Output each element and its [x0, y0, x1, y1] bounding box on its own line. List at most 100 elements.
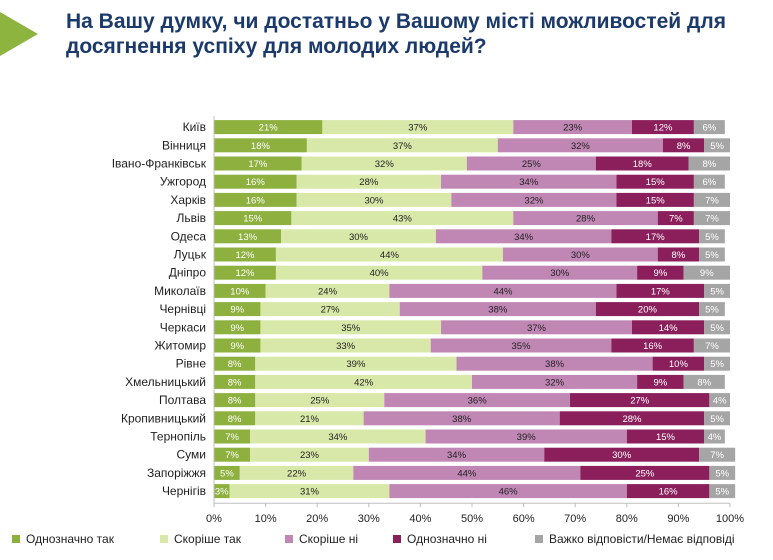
bar-segment: [255, 411, 364, 426]
bar-segment: [704, 283, 730, 298]
data-label: 22%: [287, 468, 307, 479]
data-label: 38%: [545, 359, 565, 370]
category-label: Харків: [170, 193, 206, 207]
data-label: 35%: [341, 323, 361, 334]
data-label: 18%: [251, 141, 271, 152]
data-label: 7%: [705, 195, 719, 206]
data-label: 34%: [519, 177, 539, 188]
data-label: 42%: [354, 377, 374, 388]
bar-segment: [683, 374, 725, 389]
data-label: 9%: [653, 268, 667, 279]
bar-segment: [631, 320, 705, 335]
bar-segment: [260, 338, 431, 353]
bar-segment: [296, 192, 452, 207]
data-label: 43%: [393, 214, 413, 225]
data-label: 21%: [300, 414, 320, 425]
bar-segment: [637, 265, 684, 280]
x-tick-label: 60%: [513, 513, 535, 525]
data-label: 16%: [643, 341, 663, 352]
bar-segment: [709, 465, 736, 480]
data-label: 5%: [715, 487, 729, 498]
bar-segment: [626, 429, 705, 444]
data-label: 17%: [248, 159, 268, 170]
data-label: 3%: [215, 487, 229, 498]
data-label: 25%: [635, 468, 655, 479]
data-label: 37%: [408, 123, 428, 134]
category-label: Львів: [176, 211, 206, 225]
data-label: 5%: [220, 468, 234, 479]
bar-segment: [291, 211, 514, 226]
bar-segment: [214, 447, 251, 462]
bar-segment: [214, 484, 230, 499]
bar-segment: [441, 174, 617, 189]
bar-segment: [250, 429, 426, 444]
bar-segment: [214, 265, 276, 280]
category-label: Рівне: [176, 357, 207, 371]
data-label: 25%: [310, 396, 330, 407]
bar-segment: [214, 156, 302, 171]
bar-segment: [693, 338, 730, 353]
x-tick-label: 10%: [255, 513, 277, 525]
bar-segment: [255, 374, 472, 389]
category-label: Полтава: [159, 393, 206, 407]
data-label: 37%: [393, 141, 413, 152]
x-tick-label: 50%: [461, 513, 483, 525]
bar-segment: [239, 465, 354, 480]
data-label: 8%: [228, 414, 242, 425]
data-label: 17%: [646, 232, 666, 243]
legend-label: Скоріше ні: [299, 532, 358, 546]
category-label: Черкаси: [160, 320, 206, 334]
bar-segment: [709, 393, 730, 408]
data-label: 5%: [710, 359, 724, 370]
data-label: 16%: [246, 195, 266, 206]
legend-swatch: [285, 535, 293, 543]
data-label: 12%: [653, 123, 673, 134]
bar-segment: [466, 156, 596, 171]
bar-segment: [322, 120, 514, 135]
data-label: 34%: [514, 232, 534, 243]
data-label: 21%: [259, 123, 279, 134]
bar-segment: [699, 247, 725, 262]
category-label: Запоріжжя: [147, 466, 206, 480]
data-label: 7%: [710, 450, 724, 461]
legend-swatch: [393, 535, 401, 543]
arrow-right-icon: [0, 12, 38, 56]
data-label: 12%: [235, 250, 255, 261]
bar-segment: [704, 138, 730, 153]
data-label: 4%: [713, 396, 727, 407]
data-label: 30%: [612, 450, 632, 461]
data-label: 28%: [622, 414, 642, 425]
data-label: 30%: [364, 195, 384, 206]
bar-segment: [255, 356, 457, 371]
bar-segment: [214, 247, 276, 262]
data-label: 40%: [370, 268, 390, 279]
legend-swatch: [160, 535, 168, 543]
data-label: 37%: [527, 323, 547, 334]
data-label: 7%: [705, 214, 719, 225]
bar-segment: [699, 302, 725, 317]
data-label: 32%: [545, 377, 565, 388]
category-label: Миколаїв: [154, 284, 206, 298]
stacked-bar-chart: Київ 21% 37% 23% 12% 6% Вінниця 18% 37% 32% 8% 5% Ів…: [112, 116, 744, 525]
data-label: 34%: [447, 450, 467, 461]
bar-segment: [693, 192, 730, 207]
bar-segment: [214, 338, 261, 353]
data-label: 24%: [318, 286, 338, 297]
data-label: 10%: [669, 359, 689, 370]
bar-segment: [399, 302, 596, 317]
bar-segment: [704, 429, 725, 444]
data-label: 36%: [468, 396, 488, 407]
bar-segment: [688, 156, 730, 171]
bar-segment: [275, 247, 503, 262]
data-label: 16%: [659, 487, 679, 498]
bar-segment: [214, 211, 292, 226]
bar-segment: [250, 447, 369, 462]
data-label: 5%: [705, 250, 719, 261]
data-label: 25%: [522, 159, 542, 170]
data-label: 39%: [517, 432, 537, 443]
x-tick-label: 90%: [667, 513, 689, 525]
data-label: 7%: [225, 432, 239, 443]
category-label: Дніпро: [169, 266, 207, 280]
bar-segment: [693, 211, 730, 226]
bar-segment: [626, 484, 710, 499]
